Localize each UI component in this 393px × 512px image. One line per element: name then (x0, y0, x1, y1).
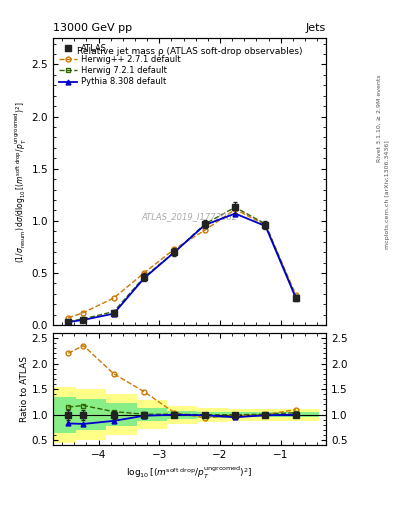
Text: Jets: Jets (306, 23, 326, 33)
Y-axis label: Ratio to ATLAS: Ratio to ATLAS (20, 356, 29, 422)
X-axis label: $\log_{10}[(m^{\rm soft\ drop}/p_T^{\rm ungroomed})^2]$: $\log_{10}[(m^{\rm soft\ drop}/p_T^{\rm … (126, 464, 253, 481)
Text: 13000 GeV pp: 13000 GeV pp (53, 23, 132, 33)
Legend: ATLAS, Herwig++ 2.7.1 default, Herwig 7.2.1 default, Pythia 8.308 default: ATLAS, Herwig++ 2.7.1 default, Herwig 7.… (57, 42, 183, 88)
Text: ATLAS_2019_I1772062: ATLAS_2019_I1772062 (141, 211, 238, 221)
Y-axis label: $(1/\sigma_{\rm resum})\,{\rm d}\sigma/{\rm d}\log_{10}[(m^{\rm soft\ drop}/p_T^: $(1/\sigma_{\rm resum})\,{\rm d}\sigma/{… (13, 101, 29, 263)
Text: Relative jet mass ρ (ATLAS soft-drop observables): Relative jet mass ρ (ATLAS soft-drop obs… (77, 47, 302, 56)
Text: Rivet 3.1.10, ≥ 2.9M events: Rivet 3.1.10, ≥ 2.9M events (377, 74, 382, 162)
Text: mcplots.cern.ch [arXiv:1306.3436]: mcplots.cern.ch [arXiv:1306.3436] (385, 140, 389, 249)
